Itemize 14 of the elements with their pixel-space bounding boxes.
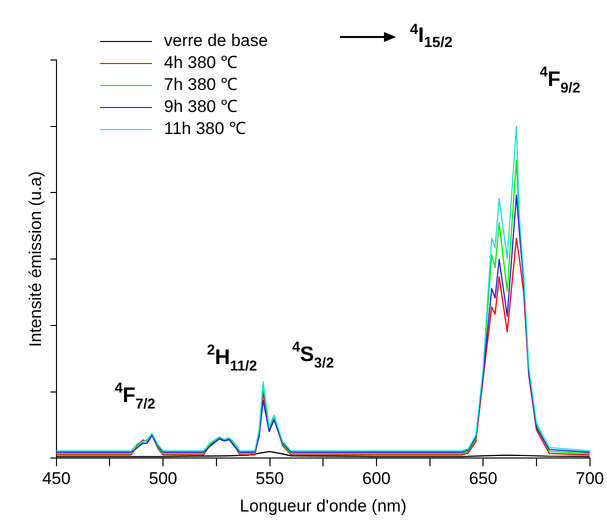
legend-label: verre de base xyxy=(164,30,268,52)
x-tick-label: 450 xyxy=(42,469,71,488)
text: $^{4}$I$_{15/2}$ xyxy=(410,22,453,52)
x-tick-label: 600 xyxy=(362,469,391,488)
legend-label: 4h 380 ℃ xyxy=(164,52,238,74)
x-axis-title: Longueur d'onde (nm) xyxy=(240,496,406,516)
x-tick-label: 550 xyxy=(256,469,284,488)
x-tick-label: 500 xyxy=(148,469,178,488)
y-axis-title: Intensité émission (u.a) xyxy=(26,171,45,347)
legend-label: 9h 380 ℃ xyxy=(164,96,238,118)
legend-label: 11h 380 ℃ xyxy=(164,118,246,140)
x-tick-label: 700 xyxy=(576,469,604,488)
x-tick-label: 650 xyxy=(468,469,498,488)
legend-label: 7h 380 ℃ xyxy=(164,74,238,96)
